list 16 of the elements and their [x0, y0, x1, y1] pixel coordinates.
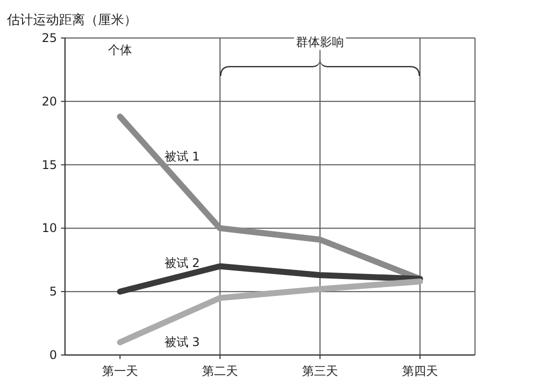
x-tick-label: 第四天 — [402, 364, 438, 378]
y-tick-label: 0 — [49, 348, 57, 362]
y-tick-label: 20 — [42, 94, 57, 108]
annotation: 群体影响 — [296, 35, 344, 49]
x-tick-label: 第三天 — [302, 364, 338, 378]
y-tick-label: 10 — [42, 221, 57, 236]
x-tick-label: 第二天 — [202, 364, 238, 378]
series-label: 被试 1 — [164, 149, 200, 164]
y-tick-label: 25 — [42, 31, 57, 45]
x-tick-label: 第一天 — [102, 364, 138, 378]
annotation: 个体 — [108, 43, 132, 57]
y-tick-label: 15 — [42, 158, 57, 172]
y-axis-title: 估计运动距离（厘米） — [6, 12, 137, 28]
series-label: 被试 2 — [164, 256, 200, 270]
y-tick-label: 5 — [49, 284, 57, 299]
series-label: 被试 3 — [164, 335, 200, 350]
